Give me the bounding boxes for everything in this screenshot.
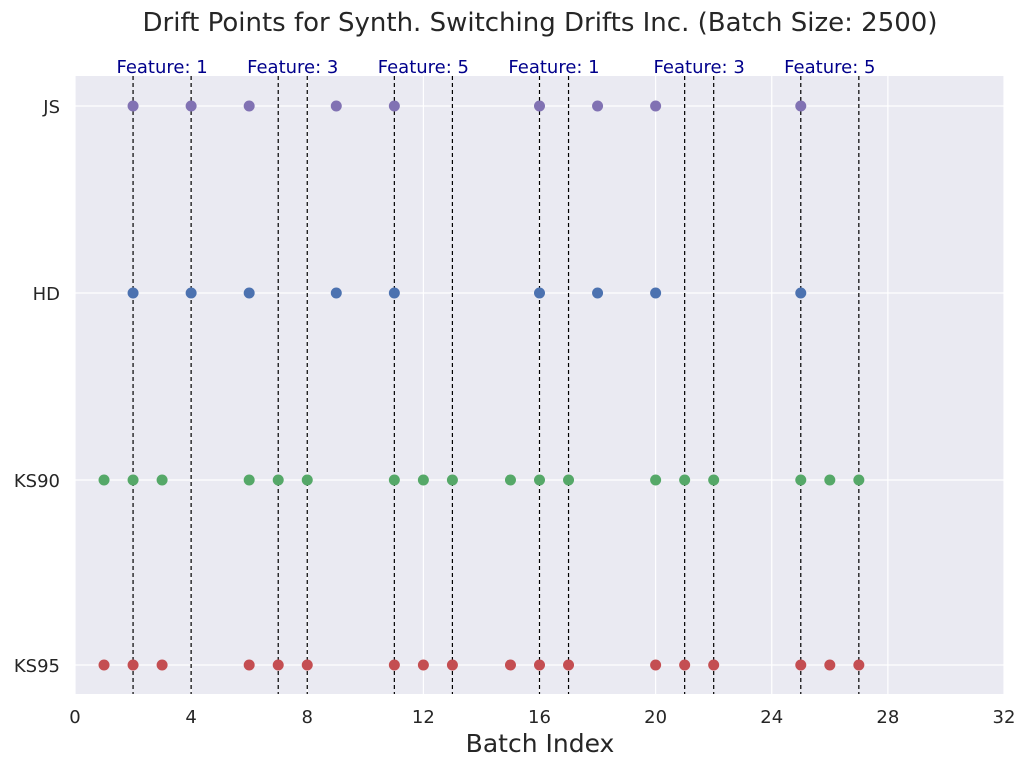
point-ks90 xyxy=(534,474,545,486)
drift-lines xyxy=(132,76,860,694)
point-hd xyxy=(534,287,545,299)
point-ks95 xyxy=(504,659,516,671)
point-ks90 xyxy=(824,474,836,486)
point-hd xyxy=(185,287,197,299)
x-axis-label: Batch Index xyxy=(466,729,615,758)
feature-label: Feature: 5 xyxy=(378,57,469,78)
point-ks90 xyxy=(446,474,458,486)
y-tick-label: HD xyxy=(33,284,60,305)
point-ks90 xyxy=(504,474,516,486)
point-ks90 xyxy=(679,474,691,486)
point-ks95 xyxy=(417,659,429,671)
point-ks90 xyxy=(301,474,313,486)
point-hd xyxy=(243,287,255,299)
point-ks90 xyxy=(127,474,139,486)
point-js xyxy=(795,100,807,112)
point-ks90 xyxy=(708,474,720,486)
x-tick-label: 28 xyxy=(876,707,899,728)
feature-label: Feature: 1 xyxy=(508,57,599,78)
point-ks90 xyxy=(272,474,284,486)
point-js xyxy=(330,100,342,112)
point-hd xyxy=(592,287,604,299)
x-tick-label: 12 xyxy=(412,707,435,728)
point-js xyxy=(592,100,604,112)
point-ks90 xyxy=(795,474,807,486)
point-ks95 xyxy=(824,659,836,671)
point-ks95 xyxy=(301,659,313,671)
point-ks90 xyxy=(417,474,429,486)
point-hd xyxy=(127,287,139,299)
point-ks95 xyxy=(650,659,662,671)
point-ks90 xyxy=(650,474,662,486)
point-ks95 xyxy=(563,659,575,671)
point-ks95 xyxy=(388,659,400,671)
y-tick-label: JS xyxy=(42,97,60,118)
x-tick-label: 16 xyxy=(528,707,551,728)
x-tick-label: 4 xyxy=(185,707,196,728)
point-ks95 xyxy=(127,659,139,671)
y-tick-label: KS95 xyxy=(14,656,60,677)
feature-label: Feature: 3 xyxy=(247,57,338,78)
point-ks90 xyxy=(243,474,255,486)
point-js xyxy=(185,100,197,112)
point-js xyxy=(650,100,662,112)
point-hd xyxy=(650,287,662,299)
point-ks95 xyxy=(243,659,255,671)
x-tick-label: 32 xyxy=(993,707,1016,728)
feature-label: Feature: 3 xyxy=(654,57,745,78)
feature-label: Feature: 1 xyxy=(116,57,207,78)
point-ks95 xyxy=(156,659,168,671)
point-hd xyxy=(330,287,342,299)
x-tick-label: 8 xyxy=(302,707,313,728)
point-ks95 xyxy=(679,659,691,671)
x-tick-label: 20 xyxy=(644,707,667,728)
point-js xyxy=(534,100,545,112)
point-js xyxy=(127,100,139,112)
point-ks95 xyxy=(98,659,110,671)
point-js xyxy=(243,100,255,112)
x-tick-label: 0 xyxy=(69,707,80,728)
y-tick-label: KS90 xyxy=(14,471,60,492)
point-ks95 xyxy=(708,659,720,671)
point-ks95 xyxy=(534,659,545,671)
point-ks95 xyxy=(795,659,807,671)
point-ks95 xyxy=(446,659,458,671)
data-points xyxy=(98,100,865,671)
point-ks90 xyxy=(156,474,168,486)
point-ks90 xyxy=(98,474,110,486)
point-hd xyxy=(388,287,400,299)
x-tick-label: 24 xyxy=(760,707,783,728)
point-ks95 xyxy=(853,659,865,671)
feature-label: Feature: 5 xyxy=(784,57,875,78)
chart-title: Drift Points for Synth. Switching Drifts… xyxy=(143,8,938,38)
point-js xyxy=(388,100,400,112)
y-tick-labels: KS95 KS90 HD JS xyxy=(14,97,60,677)
point-ks95 xyxy=(272,659,284,671)
point-ks90 xyxy=(853,474,865,486)
x-tick-labels: 0 4 8 12 16 20 24 28 32 xyxy=(69,707,1015,728)
point-ks90 xyxy=(563,474,575,486)
point-hd xyxy=(795,287,807,299)
feature-annotations: Feature: 1 Feature: 3 Feature: 5 Feature: 1… xyxy=(116,57,875,78)
point-ks90 xyxy=(388,474,400,486)
